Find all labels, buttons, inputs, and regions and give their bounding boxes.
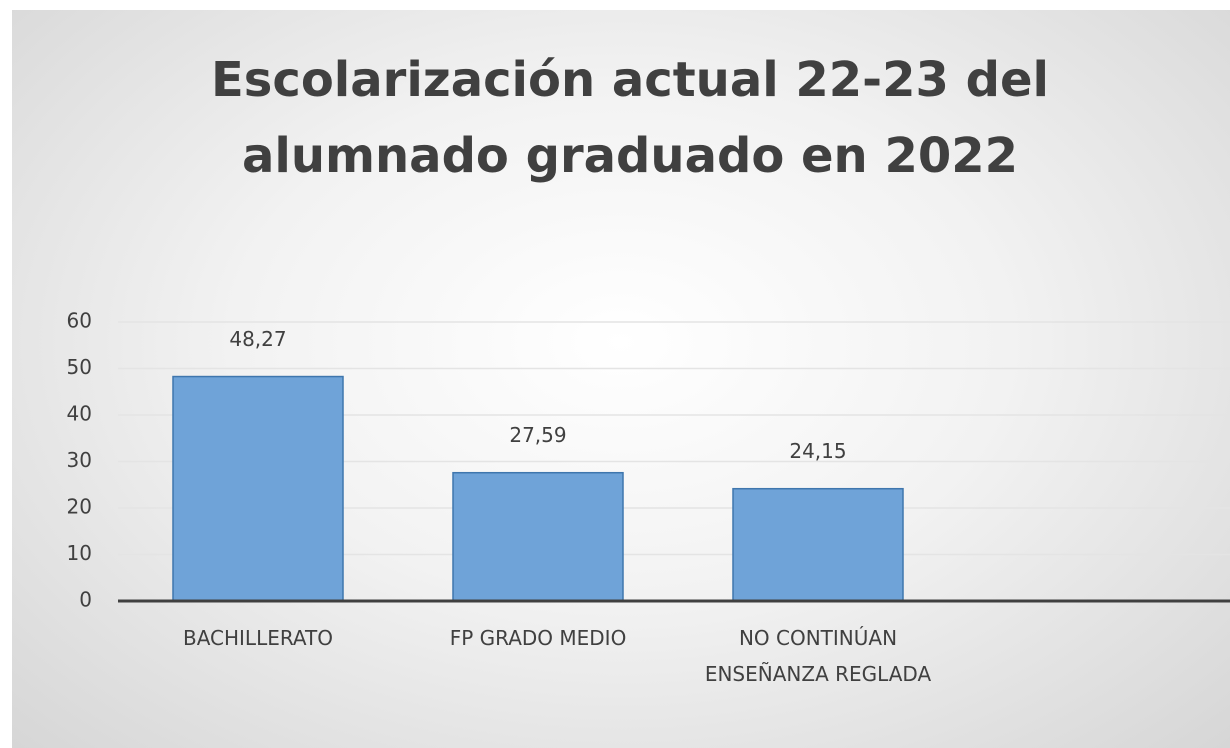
bar xyxy=(732,487,904,602)
bar xyxy=(172,375,344,602)
y-tick-label: 50 xyxy=(67,355,92,379)
y-tick-label: 40 xyxy=(67,402,92,426)
y-tick-label: 60 xyxy=(67,309,92,333)
bar xyxy=(452,471,624,602)
y-tick-label: 10 xyxy=(67,541,92,565)
x-tick-label: FP GRADO MEDIO xyxy=(449,626,627,650)
x-tick-label: NO CONTINÚAN ENSEÑANZA REGLADA xyxy=(704,626,932,686)
chart-title: Escolarización actual 22-23 del alumnado… xyxy=(211,52,1049,184)
y-tick-label: 20 xyxy=(67,495,92,519)
value-label: 48,27 xyxy=(229,327,286,351)
y-tick-label: 30 xyxy=(67,448,92,472)
value-label: 24,15 xyxy=(789,439,846,463)
x-tick-label: BACHILLERATO xyxy=(182,626,334,650)
value-label: 27,59 xyxy=(509,423,566,447)
y-tick-label: 0 xyxy=(79,588,92,612)
